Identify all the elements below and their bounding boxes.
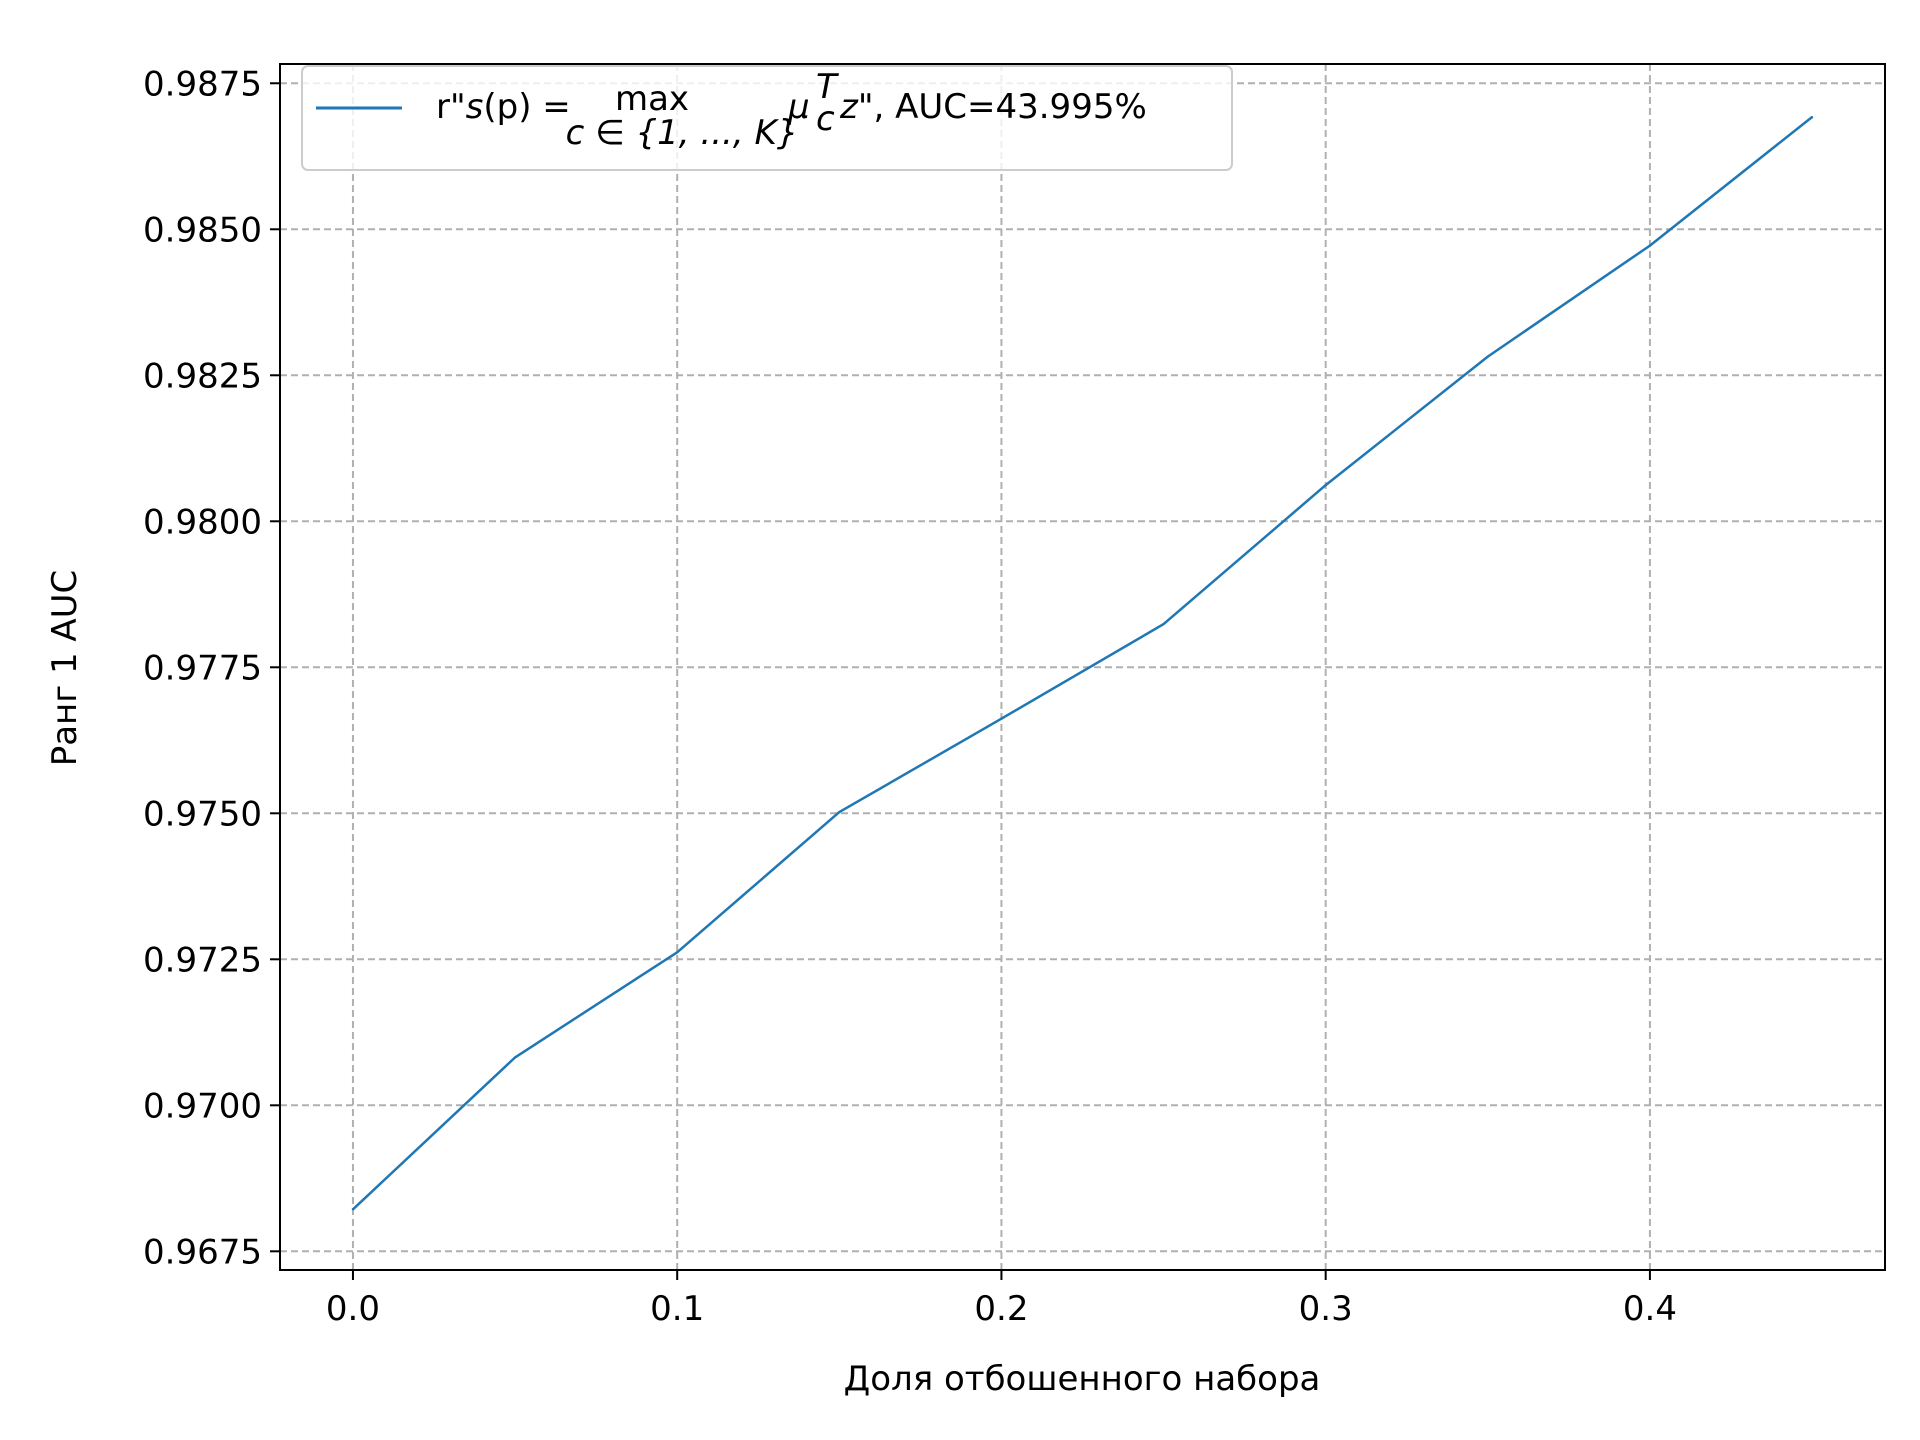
y-axis-label: Ранг 1 AUC (45, 570, 85, 767)
legend: r"s(p) = max c ∈ {1, ..., K} μ T c z", A… (301, 65, 1233, 171)
data-point (838, 810, 841, 814)
y-tick-label: 0.9800 (143, 502, 262, 542)
x-tick-label: 0.3 (1299, 1289, 1353, 1329)
y-axis: 0.9675 0.9700 0.9725 0.9750 0.9775 0.9800 0.98… (143, 64, 280, 1272)
y-tick-label: 0.9850 (143, 210, 262, 250)
data-point (675, 951, 679, 954)
y-tick-label: 0.9700 (143, 1086, 262, 1126)
y-tick-label: 0.9825 (143, 356, 262, 396)
x-tick-label: 0.4 (1623, 1289, 1677, 1329)
x-tick-label: 0.1 (650, 1289, 704, 1329)
legend-mu: μ (787, 87, 810, 127)
data-point (513, 1056, 517, 1059)
series-layer (351, 115, 1814, 1211)
legend-max: max (615, 79, 689, 119)
legend-prefix: r" (436, 87, 466, 127)
y-tick-label: 0.9750 (143, 794, 262, 834)
data-point (1000, 717, 1003, 720)
legend-mu-subscript: c (816, 99, 835, 139)
x-axis: 0.0 0.1 0.2 0.3 0.4 (326, 1270, 1677, 1329)
data-point (1486, 355, 1490, 358)
legend-box (301, 65, 1233, 171)
data-point (1810, 115, 1814, 119)
x-tick-label: 0.2 (974, 1289, 1028, 1329)
y-tick-label: 0.9675 (143, 1232, 262, 1272)
legend-suffix: z", AUC=43.995% (839, 87, 1147, 127)
series-line (352, 116, 1813, 1211)
legend-p: (p) = (483, 87, 570, 127)
legend-label: r"s(p) = (436, 87, 571, 127)
y-tick-label: 0.9775 (143, 648, 262, 688)
data-point (351, 1208, 355, 1211)
y-tick-label: 0.9875 (143, 64, 262, 104)
x-axis-label: Доля отбошенного набора (844, 1359, 1321, 1399)
legend-mu-superscript: T (816, 67, 839, 107)
legend-tail: ", AUC=43.995% (858, 87, 1147, 127)
y-tick-label: 0.9725 (143, 940, 262, 980)
legend-z: z (839, 87, 859, 127)
data-point (1324, 483, 1327, 487)
data-point (1162, 622, 1165, 626)
data-point (1648, 244, 1652, 247)
legend-max-subscript: c ∈ {1, ..., K} (566, 113, 799, 153)
x-tick-label: 0.0 (326, 1289, 380, 1329)
legend-s: s (466, 87, 484, 127)
